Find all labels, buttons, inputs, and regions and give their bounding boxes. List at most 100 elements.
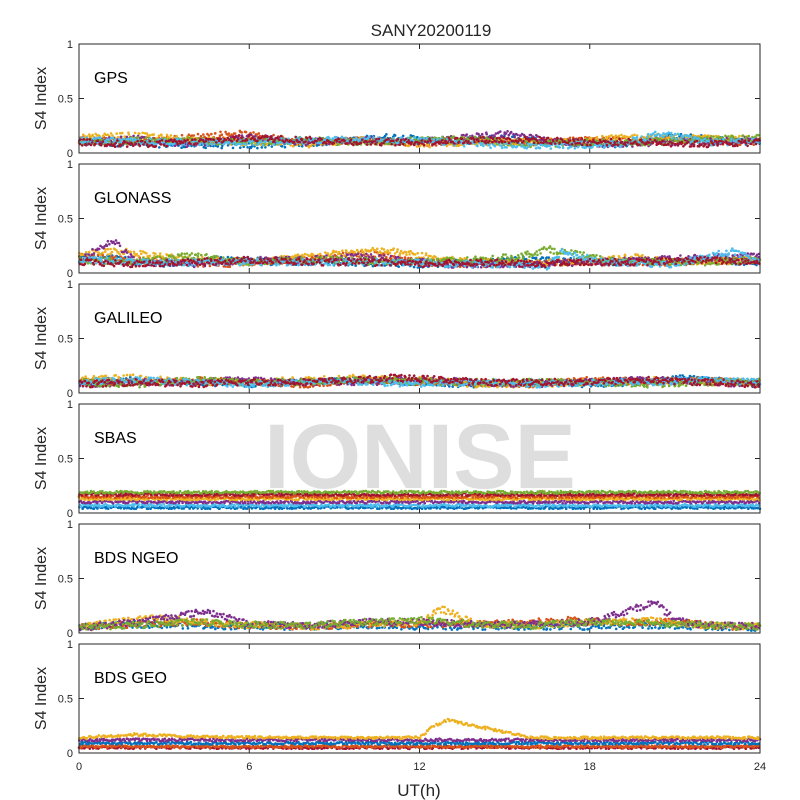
data-point [489, 146, 492, 149]
data-point [396, 248, 400, 251]
data-point [270, 137, 274, 140]
data-point [337, 250, 341, 254]
data-point [399, 138, 403, 142]
data-point [640, 135, 643, 138]
data-point [618, 137, 621, 141]
data-point [399, 249, 403, 253]
data-point [644, 138, 647, 142]
data-point [127, 137, 130, 141]
data-point [98, 253, 102, 257]
data-point [372, 136, 375, 139]
data-point [265, 135, 269, 139]
data-point [671, 141, 674, 145]
data-point [233, 132, 237, 135]
data-point [669, 144, 673, 148]
data-point [392, 247, 395, 250]
data-point [477, 140, 480, 143]
data-point [722, 141, 725, 144]
data-point [365, 143, 369, 146]
data-point [300, 138, 304, 142]
data-point [187, 133, 191, 136]
data-point [465, 133, 469, 136]
data-point [237, 134, 241, 137]
data-point [173, 144, 177, 147]
data-point [441, 138, 444, 142]
data-point [246, 146, 249, 149]
data-point [595, 135, 599, 139]
data-point [224, 141, 228, 144]
data-point [236, 138, 240, 141]
data-point [291, 144, 295, 148]
data-point [549, 147, 553, 150]
data-point [727, 135, 730, 138]
data-point [541, 256, 545, 260]
data-point [491, 137, 495, 140]
data-point [413, 253, 417, 256]
data-point [675, 137, 678, 141]
data-point [480, 132, 484, 136]
data-point [461, 133, 465, 137]
data-point [376, 247, 379, 251]
data-point [527, 142, 530, 146]
data-point [248, 133, 251, 136]
data-point [279, 134, 283, 138]
data-point [106, 247, 110, 251]
data-point [712, 135, 715, 138]
data-point [405, 253, 408, 257]
data-point [626, 141, 629, 144]
data-point [307, 141, 310, 145]
data-point [394, 143, 397, 147]
data-point [361, 138, 364, 141]
data-point [233, 141, 237, 144]
data-point [298, 141, 301, 144]
data-point [495, 140, 498, 143]
data-point [544, 140, 548, 143]
data-point [519, 138, 522, 142]
data-point [550, 142, 553, 145]
data-point [667, 131, 670, 134]
data-point [228, 265, 232, 269]
data-point [536, 135, 539, 138]
data-point [272, 143, 276, 146]
data-point [534, 144, 538, 147]
data-point [583, 138, 586, 142]
data-point [184, 140, 187, 143]
data-point [234, 135, 237, 139]
data-point [676, 144, 680, 147]
data-point [180, 146, 183, 149]
data-point [91, 141, 94, 144]
data-point [152, 133, 156, 136]
data-point [607, 140, 610, 143]
data-point [280, 145, 284, 148]
data-point [467, 140, 470, 143]
data-point [404, 137, 408, 141]
data-point [700, 143, 703, 146]
data-point [84, 251, 88, 254]
data-point [344, 136, 348, 140]
data-point [323, 138, 327, 142]
data-point [362, 251, 366, 254]
data-point [245, 138, 249, 142]
data-point [252, 131, 255, 134]
data-point [136, 139, 139, 143]
y-axis-label: S4 Index [33, 67, 50, 130]
data-point [462, 145, 466, 148]
data-point [389, 248, 393, 252]
data-point [278, 138, 281, 141]
data-point [119, 139, 123, 142]
data-point [400, 136, 403, 139]
data-point [81, 144, 84, 147]
data-point [628, 139, 632, 142]
data-point [206, 144, 209, 147]
data-point [353, 250, 356, 254]
data-point [412, 265, 416, 269]
data-point [664, 138, 668, 141]
data-point [613, 141, 616, 144]
data-point [292, 140, 296, 144]
data-point [139, 249, 142, 253]
data-point [111, 134, 114, 137]
data-point [740, 138, 744, 141]
data-point [239, 146, 242, 149]
data-point [88, 138, 92, 141]
data-point [220, 146, 223, 150]
